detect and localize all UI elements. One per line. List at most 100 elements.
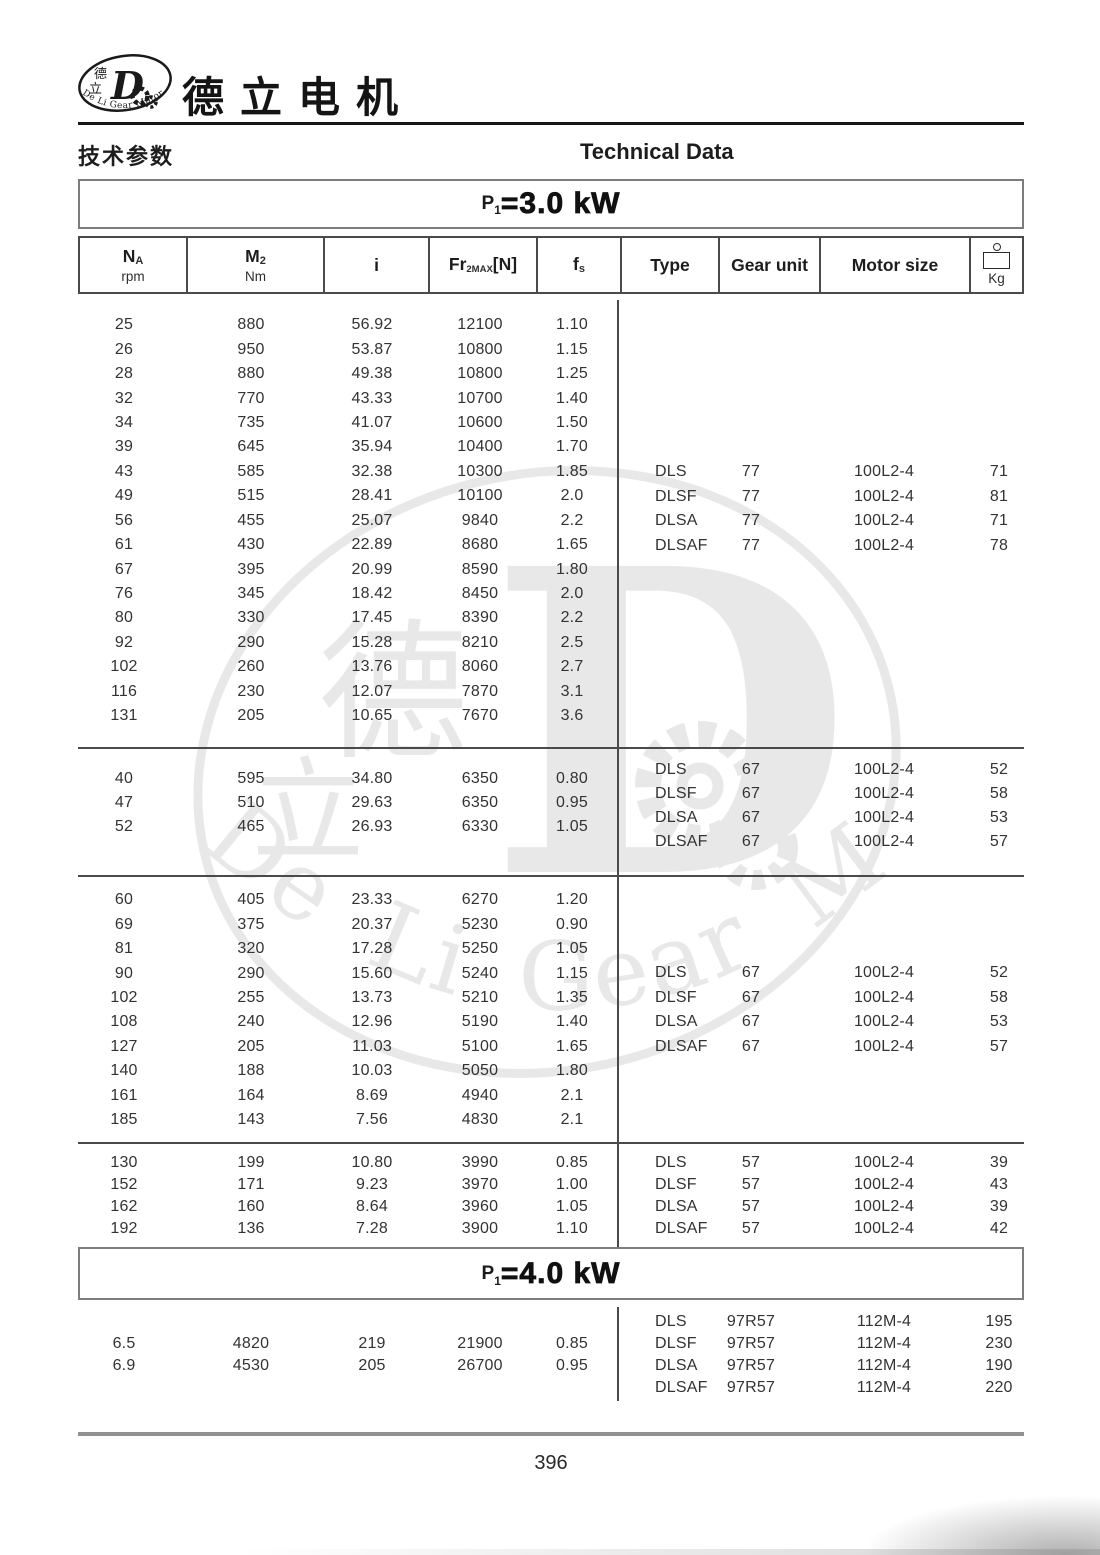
table-row: 25 880 56.92 12100 1.10 [78,313,618,337]
power-symbol: P [481,193,495,214]
cell-na: 61 [114,536,134,554]
cell-m2: 205 [237,1037,265,1055]
table-row: DLS 97R57 112M-4 195 [618,1311,1024,1333]
watermark-monogram: D [488,479,852,972]
cell-m2: 4820 [232,1335,270,1352]
cell-weight: 81 [989,487,1009,505]
cell-fr2max: 5240 [461,964,499,982]
cell-na: 32 [114,389,134,407]
cell-fr2max: 5050 [461,1062,499,1080]
cell-weight: 42 [989,1220,1009,1237]
table-row: 92 290 15.28 8210 2.5 [78,631,618,655]
cell-i: 20.99 [351,560,393,578]
cell-motor-size: 100L2-4 [853,463,915,481]
cell-na: 49 [114,487,134,505]
cell-i: 7.56 [356,1111,388,1129]
table-row: 61 430 22.89 8680 1.65 [78,533,618,557]
cell-i: 26.93 [351,818,393,835]
cell-weight: 78 [989,536,1009,554]
cell-fs: 3.6 [560,707,584,725]
table-row: 192 136 7.28 3900 1.10 [78,1218,618,1240]
cell-i: 13.76 [351,658,393,676]
cell-na: 25 [114,316,134,334]
cell-fs: 1.05 [556,1198,588,1215]
cell-fr2max: 10400 [457,438,503,456]
cell-fs: 1.80 [556,1062,588,1080]
cell-na: 76 [114,585,134,603]
table-row: DLSAF 77 100L2-4 78 [618,533,1024,557]
cell-gear-unit: 67 [741,761,761,778]
cell-i: 15.60 [351,964,393,982]
cell-fs: 0.90 [556,915,588,933]
cell-fr2max: 8680 [461,536,499,554]
cell-fr2max: 4830 [461,1111,499,1129]
cell-fr2max: 21900 [457,1335,503,1352]
cell-i: 18.42 [351,585,393,603]
table-row: 80 330 17.45 8390 2.2 [78,606,618,630]
cell-motor-size: 100L2-4 [853,1220,915,1237]
kg-label: Kg [988,271,1005,287]
cell-fr2max: 3970 [461,1176,499,1193]
cell-na: 116 [110,682,138,700]
cell-fs: 0.85 [556,1335,588,1352]
cell-gear-unit: 67 [741,988,761,1006]
cell-gear-unit: 67 [741,809,761,826]
cell-fr2max: 10800 [457,365,503,383]
cell-fs: 0.80 [556,770,588,787]
col-header-weight: Kg [969,238,1022,292]
cell-gear-unit: 67 [741,833,761,850]
table-row: DLSF 67 100L2-4 58 [618,985,1024,1009]
cell-type: DLSAF [655,536,708,554]
cell-type: DLSF [655,1176,697,1193]
cell-fs: 2.0 [560,487,584,505]
cell-gear-unit: 67 [741,785,761,802]
table-row: DLS 57 100L2-4 39 [618,1152,1024,1174]
cell-type: DLSA [655,1357,698,1374]
table-row: 76 345 18.42 8450 2.0 [78,582,618,606]
cell-i: 11.03 [352,1037,392,1055]
cell-i: 56.92 [351,316,393,334]
cell-gear-unit: 67 [741,964,761,982]
cell-m2: 320 [237,940,265,958]
page-number: 396 [534,1452,568,1474]
scan-artifact [860,1495,1100,1555]
table-row: 28 880 49.38 10800 1.25 [78,362,618,386]
table-row: 47 510 29.63 6350 0.95 [78,791,618,815]
cell-fr2max: 5100 [461,1037,499,1055]
col-header-type: Type [620,238,718,292]
cell-fs: 1.05 [556,818,588,835]
cell-m2: 395 [237,560,265,578]
cell-weight: 52 [989,761,1009,778]
table-row: DLSA 67 100L2-4 53 [618,806,1024,830]
cell-fs: 2.1 [560,1086,584,1104]
block-separator [78,875,1024,877]
cell-fs: 2.7 [560,658,584,676]
table-row: DLSAF 67 100L2-4 57 [618,830,1024,854]
table-row: 116 230 12.07 7870 3.1 [78,680,618,704]
table-row: 34 735 41.07 10600 1.50 [78,411,618,435]
cell-i: 20.37 [351,915,393,933]
cell-na: 6.9 [112,1357,136,1374]
cell-motor-size: 112M-4 [856,1335,912,1352]
cell-m2: 585 [237,462,265,480]
cell-gear-unit: 97R57 [726,1379,776,1396]
cell-na: 127 [110,1037,138,1055]
table-row: DLSA 57 100L2-4 39 [618,1196,1024,1218]
cell-na: 47 [114,794,134,811]
cell-fr2max: 10100 [457,487,503,505]
cell-motor-size: 100L2-4 [853,1037,915,1055]
p30-block3-right-table: DLS 67 100L2-4 52 DLSF 67 100L2-4 58 DLS… [618,961,1024,1059]
cell-type: DLS [655,1313,687,1330]
table-row: 131 205 10.65 7670 3.6 [78,704,618,728]
cell-na: 140 [110,1062,138,1080]
table-row: DLSAF 57 100L2-4 42 [618,1218,1024,1240]
watermark-gears [635,721,798,890]
cell-type: DLSA [655,1198,698,1215]
col-header-gear-unit: Gear unit [718,238,819,292]
cell-fr2max: 6330 [461,818,499,835]
cell-fs: 1.00 [556,1176,588,1193]
cell-m2: 735 [237,413,265,431]
table-row: 56 455 25.07 9840 2.2 [78,509,618,533]
table-row: DLSAF 67 100L2-4 57 [618,1034,1024,1058]
